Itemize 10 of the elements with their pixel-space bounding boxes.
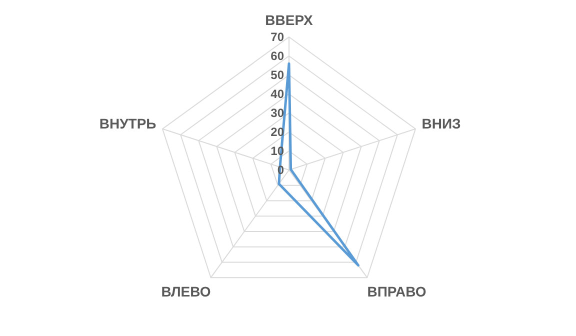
y-tick-label: 40 <box>270 87 284 102</box>
spoke-label: ВПРАВО <box>367 283 426 300</box>
spoke-label: ВНУТРЬ <box>99 116 156 132</box>
y-tick-label: 50 <box>270 68 284 82</box>
spoke-label: ВВЕРХ <box>265 12 314 28</box>
spoke-label: ВНИЗ <box>422 116 462 132</box>
y-tick-label: 60 <box>270 49 284 64</box>
y-tick-label: 30 <box>270 106 284 120</box>
y-tick-label: 70 <box>270 30 284 44</box>
spoke-label: ВЛЕВО <box>161 283 211 300</box>
